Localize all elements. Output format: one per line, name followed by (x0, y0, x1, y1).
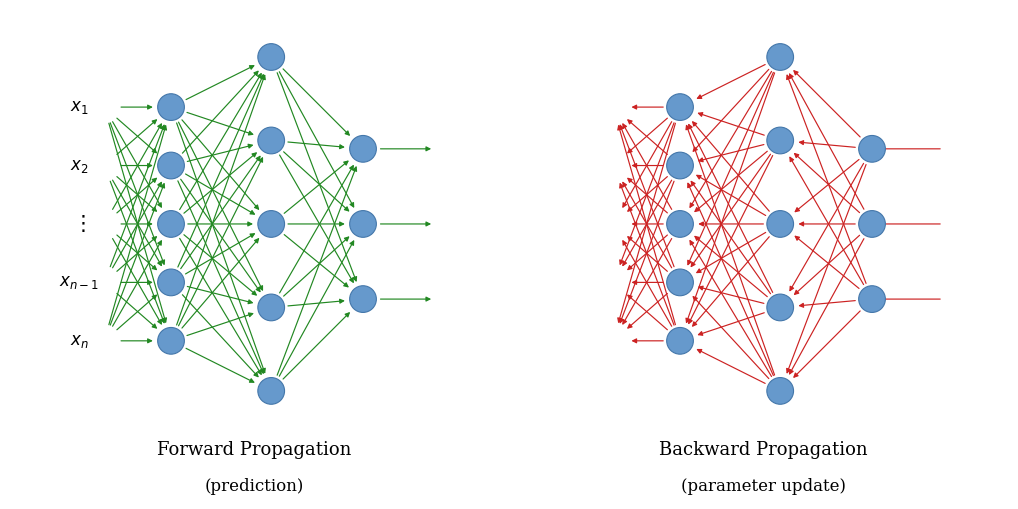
Circle shape (667, 152, 693, 179)
Text: $x_1$: $x_1$ (70, 98, 89, 116)
Circle shape (349, 135, 377, 162)
Circle shape (258, 211, 285, 237)
Circle shape (858, 211, 886, 237)
Circle shape (667, 211, 693, 237)
Circle shape (858, 135, 886, 162)
Text: (parameter update): (parameter update) (681, 477, 846, 495)
Circle shape (158, 94, 184, 121)
Circle shape (667, 327, 693, 354)
Text: $x_{n-1}$: $x_{n-1}$ (59, 273, 100, 291)
Text: $x_2$: $x_2$ (70, 157, 89, 175)
Circle shape (258, 378, 285, 404)
Text: Backward Propagation: Backward Propagation (660, 441, 867, 460)
Circle shape (349, 286, 377, 313)
Text: (prediction): (prediction) (205, 477, 304, 495)
Circle shape (767, 294, 794, 321)
Circle shape (158, 152, 184, 179)
Circle shape (767, 44, 794, 70)
Text: $x_n$: $x_n$ (70, 332, 89, 350)
Circle shape (767, 378, 794, 404)
Circle shape (258, 44, 285, 70)
Circle shape (158, 327, 184, 354)
Circle shape (258, 294, 285, 321)
Text: $\vdots$: $\vdots$ (72, 213, 86, 235)
Circle shape (349, 211, 377, 237)
Circle shape (667, 94, 693, 121)
Circle shape (258, 127, 285, 154)
Circle shape (158, 211, 184, 237)
Circle shape (667, 269, 693, 296)
Circle shape (858, 286, 886, 313)
Circle shape (767, 127, 794, 154)
Text: Forward Propagation: Forward Propagation (158, 441, 351, 460)
Circle shape (158, 269, 184, 296)
Circle shape (767, 211, 794, 237)
